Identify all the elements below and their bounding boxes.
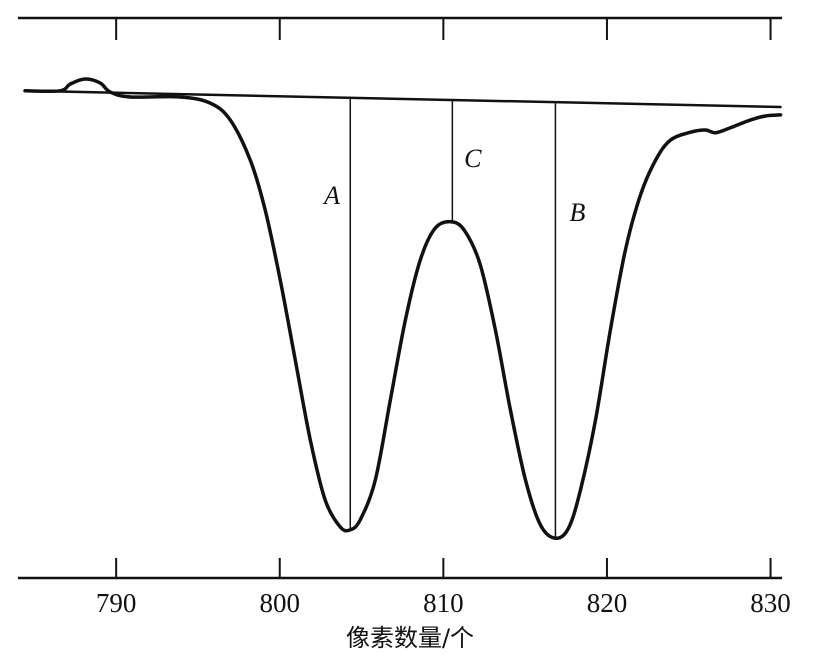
x-tick-label: 810 — [423, 588, 464, 618]
marker-label-c: C — [464, 144, 482, 173]
x-tick-label: 830 — [750, 588, 791, 618]
series-baseline — [23, 89, 782, 109]
x-axis-label: 像素数量/个 — [346, 624, 474, 652]
x-tick-label: 820 — [587, 588, 628, 618]
marker-label-b: B — [570, 198, 586, 227]
marker-label-a: A — [322, 181, 340, 210]
x-tick-label: 790 — [96, 588, 137, 618]
x-tick-label: 800 — [260, 588, 301, 618]
series-profile — [23, 77, 783, 541]
